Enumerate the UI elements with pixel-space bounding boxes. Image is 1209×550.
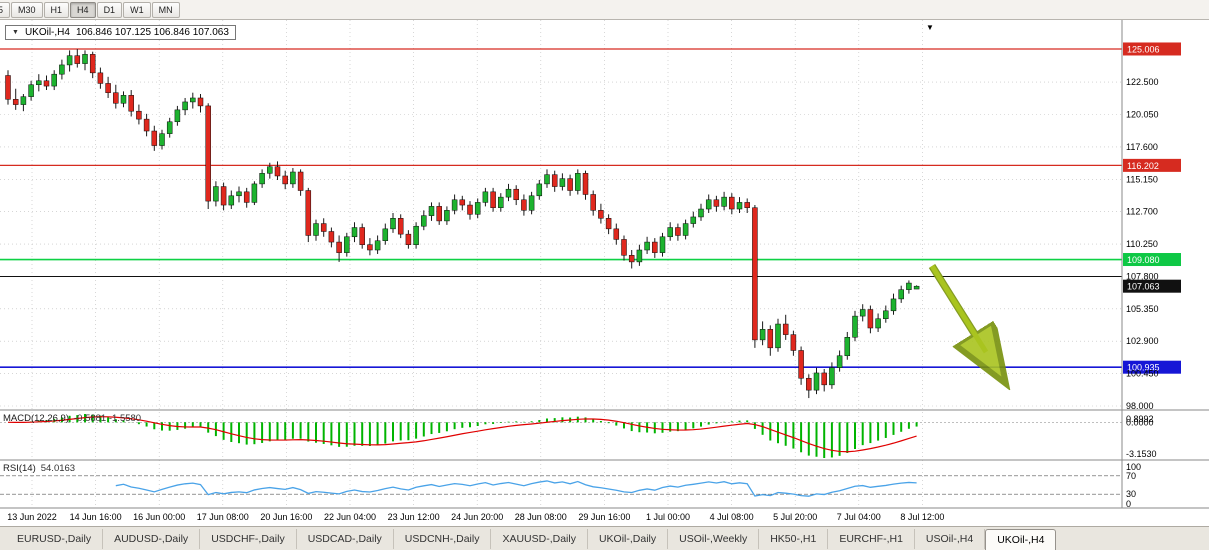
- svg-text:100: 100: [1126, 462, 1141, 472]
- timeframe-button-w1[interactable]: W1: [123, 1, 151, 18]
- svg-text:5 Jul 20:00: 5 Jul 20:00: [773, 512, 817, 522]
- svg-text:110.250: 110.250: [1126, 239, 1158, 249]
- timeframe-button-m30[interactable]: M30: [11, 1, 43, 18]
- timeframe-button-d1[interactable]: D1: [96, 1, 123, 18]
- trend-arrow: [929, 264, 989, 354]
- timeframe-button-5[interactable]: 5: [0, 1, 11, 18]
- svg-text:22 Jun 04:00: 22 Jun 04:00: [324, 512, 376, 522]
- chart-area[interactable]: 125.006 116.202 109.080 107.063 100.935 0.899…: [0, 20, 1209, 526]
- svg-text:24 Jun 20:00: 24 Jun 20:00: [451, 512, 503, 522]
- chart-tab-usoil-weekly[interactable]: USOil-,Weekly: [668, 528, 760, 549]
- timeframe-button-mn[interactable]: MN: [151, 1, 180, 18]
- svg-text:70: 70: [1126, 471, 1136, 481]
- svg-text:120.050: 120.050: [1126, 109, 1159, 119]
- svg-text:-3.1530: -3.1530: [1126, 449, 1157, 459]
- svg-text:107.063: 107.063: [1127, 282, 1160, 292]
- svg-text:0: 0: [1126, 499, 1131, 509]
- svg-text:4 Jul 08:00: 4 Jul 08:00: [710, 512, 754, 522]
- chart-tab-audusd-daily[interactable]: AUDUSD-,Daily: [103, 528, 201, 549]
- sell-marker-icon: ▼: [926, 23, 934, 32]
- svg-text:100.450: 100.450: [1126, 369, 1159, 379]
- timeframe-toolbar: 5M30H1H4D1W1MN: [0, 0, 1209, 20]
- svg-text:100.935: 100.935: [1127, 363, 1160, 373]
- svg-text:112.700: 112.700: [1126, 207, 1158, 217]
- svg-text:0.0000: 0.0000: [1126, 417, 1154, 427]
- svg-text:16 Jun 00:00: 16 Jun 00:00: [133, 512, 185, 522]
- time-axis[interactable]: 13 Jun 2022 14 Jun 16:00 16 Jun 00:00 17 Ju…: [7, 512, 944, 522]
- svg-text:122.500: 122.500: [1126, 77, 1159, 87]
- rsi-label: RSI(14) 54.0163: [3, 463, 75, 474]
- svg-text:8 Jul 12:00: 8 Jul 12:00: [900, 512, 944, 522]
- svg-text:117.600: 117.600: [1126, 142, 1158, 152]
- chart-tab-eurchf-h1[interactable]: EURCHF-,H1: [828, 528, 915, 549]
- svg-text:0.8992: 0.8992: [1126, 414, 1154, 424]
- timeframe-button-h1[interactable]: H1: [43, 1, 70, 18]
- timeframe-button-h4[interactable]: H4: [70, 1, 96, 18]
- svg-text:125.006: 125.006: [1127, 44, 1160, 54]
- chart-tab-usdchf-daily[interactable]: USDCHF-,Daily: [200, 528, 297, 549]
- svg-text:20 Jun 16:00: 20 Jun 16:00: [260, 512, 312, 522]
- svg-text:30: 30: [1126, 489, 1136, 499]
- chart-tab-usdcad-daily[interactable]: USDCAD-,Daily: [297, 528, 394, 549]
- svg-text:1 Jul 00:00: 1 Jul 00:00: [646, 512, 690, 522]
- svg-text:28 Jun 08:00: 28 Jun 08:00: [515, 512, 567, 522]
- price-axis[interactable]: 122.500 120.050 117.600 115.150 112.700 110.2…: [1126, 77, 1159, 411]
- rsi-value: 54.0163: [40, 463, 76, 474]
- svg-text:109.080: 109.080: [1127, 255, 1160, 265]
- svg-text:23 Jun 12:00: 23 Jun 12:00: [388, 512, 440, 522]
- chart-tab-usoil-h4[interactable]: USOil-,H4: [915, 528, 986, 549]
- svg-text:102.900: 102.900: [1126, 336, 1159, 346]
- macd-name: MACD(12,26,9): [3, 413, 69, 424]
- grid: [0, 20, 1122, 508]
- svg-text:98.000: 98.000: [1126, 401, 1154, 411]
- svg-text:29 Jun 16:00: 29 Jun 16:00: [578, 512, 630, 522]
- chart-tab-xauusd-daily[interactable]: XAUUSD-,Daily: [491, 528, 588, 549]
- chart-ohlc-values: 106.846 107.125 106.846 107.063: [75, 27, 229, 38]
- svg-text:116.202: 116.202: [1127, 161, 1159, 171]
- svg-text:17 Jun 08:00: 17 Jun 08:00: [197, 512, 249, 522]
- svg-text:14 Jun 16:00: 14 Jun 16:00: [70, 512, 122, 522]
- macd-values: -0.5881 -1.5580: [74, 413, 142, 424]
- chart-canvas: 125.006 116.202 109.080 107.063 100.935 0.899…: [0, 20, 1209, 522]
- chart-tab-ukoil-h4[interactable]: UKOil-,H4: [985, 528, 1057, 550]
- macd-label: MACD(12,26,9) -0.5881 -1.5580: [3, 413, 141, 424]
- chart-tab-hk50-h1[interactable]: HK50-,H1: [759, 528, 829, 549]
- dropdown-icon[interactable]: ▼: [12, 29, 19, 36]
- svg-text:107.800: 107.800: [1126, 271, 1159, 281]
- chart-symbol-label: UKOil-,H4: [24, 27, 70, 38]
- chart-tab-ukoil-daily[interactable]: UKOil-,Daily: [588, 528, 669, 549]
- candlesticks: [5, 49, 920, 399]
- annotations: ▼: [926, 23, 986, 352]
- chart-tabs: EURUSD-,Daily AUDUSD-,Daily USDCHF-,Daily U…: [0, 526, 1209, 550]
- svg-text:7 Jul 04:00: 7 Jul 04:00: [837, 512, 881, 522]
- chart-tab-eurusd-daily[interactable]: EURUSD-,Daily: [6, 528, 104, 549]
- svg-text:105.350: 105.350: [1126, 304, 1159, 314]
- svg-text:115.150: 115.150: [1126, 174, 1158, 184]
- svg-text:13 Jun 2022: 13 Jun 2022: [7, 512, 57, 522]
- chart-tab-usdcnh-daily[interactable]: USDCNH-,Daily: [394, 528, 492, 549]
- horizontal-levels: 125.006 116.202 109.080 107.063 100.935: [0, 42, 1181, 374]
- chart-title-box: ▼ UKOil-,H4 106.846 107.125 106.846 107.…: [5, 25, 236, 40]
- rsi-name: RSI(14): [3, 463, 36, 474]
